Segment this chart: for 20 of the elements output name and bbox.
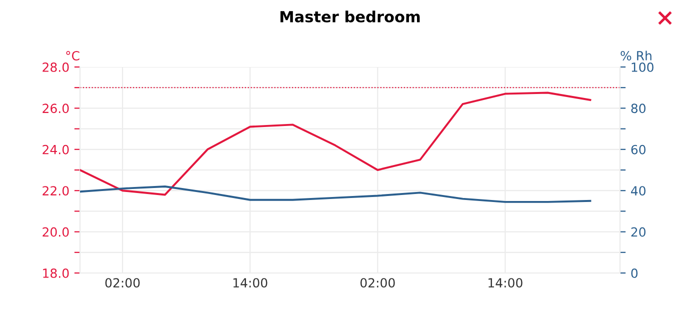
y2-tick-label: 100 — [632, 62, 654, 72]
y2-axis-title: % Rh — [620, 50, 652, 60]
y-axis-title: °C — [66, 51, 80, 60]
x-tick-label: 02:00 — [360, 278, 395, 288]
line-series — [80, 186, 592, 203]
y-tick-label: 26.0 — [42, 104, 69, 114]
chart-title: Master bedroom — [280, 10, 420, 22]
y2-tick-label: 40 — [631, 186, 646, 196]
x-tick-label: 14:00 — [233, 278, 268, 288]
y-tick-label: 18.0 — [43, 268, 69, 278]
y-tick-label: 24.0 — [42, 144, 69, 154]
y2-tick-label: 60 — [631, 144, 646, 154]
y2-tick-label: 0 — [631, 268, 638, 278]
y2-tick-label: 80 — [631, 104, 646, 114]
y-tick-label: 28.0 — [42, 62, 69, 72]
x-tick-label: 14:00 — [488, 278, 522, 288]
y2-tick-label: 20 — [631, 227, 646, 237]
y-tick-label: 22.0 — [42, 186, 69, 196]
x-tick-label: 02:00 — [105, 278, 140, 288]
y-tick-label: 20.0 — [42, 227, 69, 237]
